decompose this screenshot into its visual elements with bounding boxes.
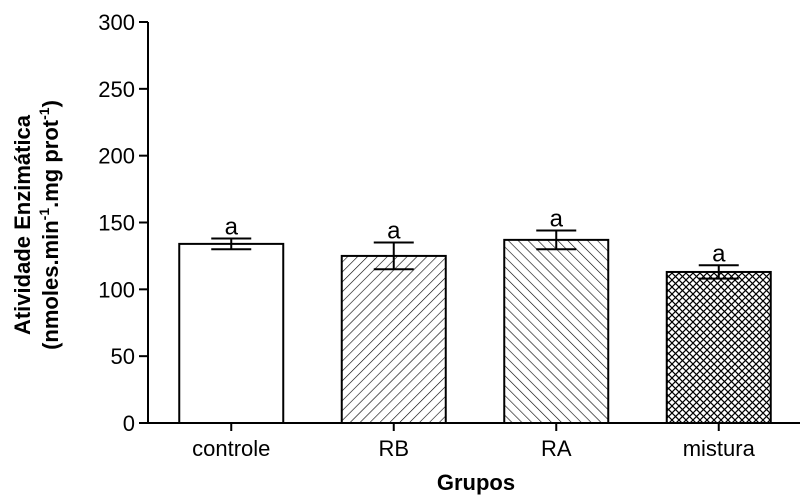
bar-controle bbox=[178, 242, 285, 424]
y-tick-label: 300 bbox=[98, 10, 135, 35]
y-axis-title: Atividade Enzimática (nmoles.min-1.mg pr… bbox=[10, 100, 63, 350]
significance-label: a bbox=[225, 214, 239, 241]
significance-label: a bbox=[712, 240, 726, 267]
significance-labels: a a a a bbox=[225, 206, 727, 268]
x-tick-label: RA bbox=[541, 436, 572, 461]
significance-label: a bbox=[550, 206, 564, 233]
y-axis-title-part-c: ) bbox=[38, 100, 63, 107]
y-axis-title-part-a: (nmoles.min bbox=[38, 220, 63, 350]
y-axis-title-part-b: .mg prot bbox=[38, 119, 63, 208]
bar-mistura bbox=[665, 270, 772, 424]
y-axis-title-sup1: -1 bbox=[36, 208, 52, 221]
y-tick-label: 0 bbox=[123, 411, 135, 436]
significance-label: a bbox=[387, 218, 401, 245]
x-tick-label: controle bbox=[192, 436, 270, 461]
y-axis-title-line1: Atividade Enzimática bbox=[10, 114, 35, 335]
x-axis-ticks: controle RB RA mistura bbox=[192, 423, 756, 461]
y-tick-label: 200 bbox=[98, 144, 135, 169]
x-axis-title: Grupos bbox=[437, 470, 515, 495]
x-tick-label: mistura bbox=[683, 436, 756, 461]
y-tick-label: 250 bbox=[98, 77, 135, 102]
y-axis-title-line2: (nmoles.min-1.mg prot-1) bbox=[36, 100, 63, 350]
error-bars bbox=[211, 229, 739, 280]
y-axis-ticks: 0 50 100 150 200 250 300 bbox=[98, 10, 148, 436]
bar-RA bbox=[503, 238, 610, 424]
bar-RB bbox=[340, 254, 447, 424]
y-tick-label: 150 bbox=[98, 211, 135, 236]
y-tick-label: 100 bbox=[98, 277, 135, 302]
y-tick-label: 50 bbox=[111, 344, 135, 369]
x-tick-label: RB bbox=[378, 436, 409, 461]
y-axis-title-sup2: -1 bbox=[36, 107, 52, 120]
bars bbox=[178, 238, 772, 424]
